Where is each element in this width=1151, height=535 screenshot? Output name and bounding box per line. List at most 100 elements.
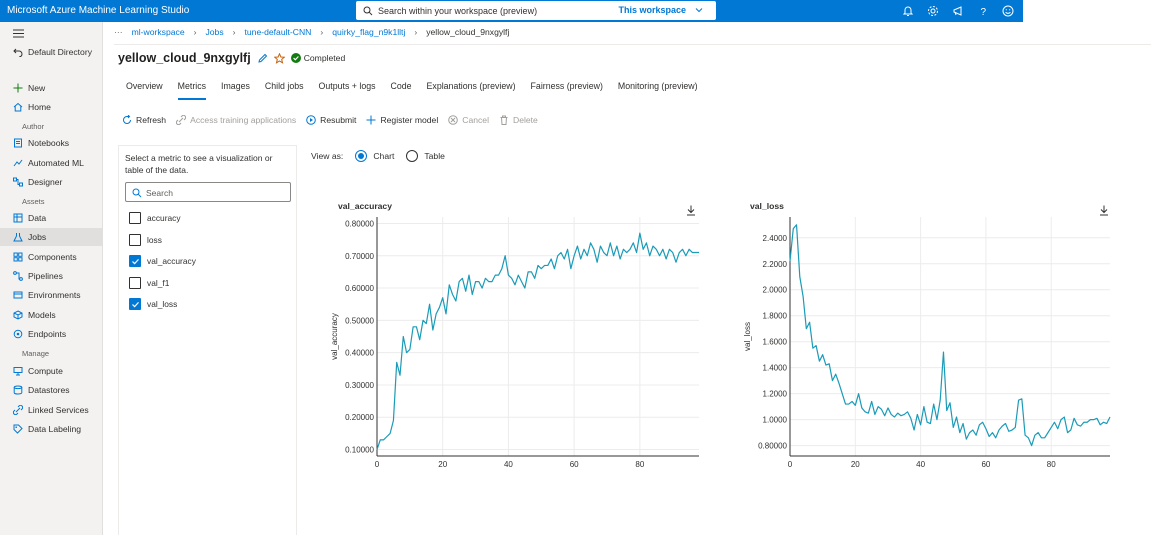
sidebar: Default Directory New Home Author Noteboo… <box>0 22 103 535</box>
metric-checkbox[interactable] <box>129 212 141 224</box>
components-icon <box>13 252 23 262</box>
refresh-label: Refresh <box>136 115 167 125</box>
resubmit-label: Resubmit <box>320 115 357 125</box>
breadcrumb-separator: › <box>414 27 418 37</box>
register-model-button[interactable]: Register model <box>366 115 438 125</box>
directory-switcher[interactable]: Default Directory <box>0 43 103 61</box>
chevron-down-icon[interactable] <box>694 5 704 15</box>
metrics-panel: Select a metric to see a visualization o… <box>118 145 297 535</box>
breadcrumb-ellipsis[interactable]: ··· <box>114 27 123 37</box>
breadcrumb-item-jobs[interactable]: Jobs <box>205 27 224 37</box>
tab-explanations-preview[interactable]: Explanations (preview) <box>426 81 516 91</box>
sidebar-item-label: Notebooks <box>28 138 70 148</box>
metric-item-loss[interactable]: loss <box>129 233 162 246</box>
sidebar-item-pipelines[interactable]: Pipelines <box>0 267 103 285</box>
chart-radio[interactable] <box>355 150 368 162</box>
metric-label: val_accuracy <box>147 256 196 267</box>
cancel-button[interactable]: Cancel <box>448 115 489 125</box>
metric-checkbox[interactable] <box>129 233 141 246</box>
sidebar-item-home[interactable]: Home <box>0 98 103 116</box>
sidebar-item-label: Pipelines <box>28 270 63 281</box>
breadcrumb-separator: › <box>232 27 236 37</box>
metric-item-accuracy[interactable]: accuracy <box>129 212 181 224</box>
y-tick-label: 0.50000 <box>345 316 374 325</box>
edit-pencil-icon[interactable] <box>257 53 268 64</box>
toolbar: Refresh Access training applications Res… <box>122 115 538 125</box>
metric-checkbox[interactable] <box>129 276 141 289</box>
view-as-label: View as: <box>311 151 344 161</box>
tab-child-jobs[interactable]: Child jobs <box>264 81 304 91</box>
star-icon[interactable] <box>273 52 285 64</box>
search-placeholder[interactable]: Search within your workspace (preview) <box>378 6 538 16</box>
y-axis-label: val_accuracy <box>330 313 339 360</box>
chart-radio-label[interactable]: Chart <box>373 151 395 161</box>
sidebar-item-models[interactable]: Models <box>0 306 103 324</box>
metric-item-val-accuracy[interactable]: val_accuracy <box>129 255 196 268</box>
tab-fairness-preview[interactable]: Fairness (preview) <box>530 81 603 91</box>
metric-label: val_loss <box>147 299 178 310</box>
notification-bell-icon[interactable] <box>900 3 916 19</box>
metric-checkbox[interactable] <box>129 298 141 311</box>
series-line <box>376 232 699 450</box>
sidebar-item-jobs[interactable]: Jobs <box>0 228 103 247</box>
search-icon <box>132 188 142 198</box>
search-scope-dropdown[interactable]: This workspace <box>618 5 686 15</box>
status-text: Completed <box>303 53 346 63</box>
data-icon <box>13 213 23 223</box>
sidebar-item-compute[interactable]: Compute <box>0 362 103 380</box>
top-bar: Microsoft Azure Machine Learning Studio … <box>0 0 1023 22</box>
help-icon[interactable]: ? <box>975 3 991 19</box>
table-radio-label[interactable]: Table <box>424 151 445 161</box>
sidebar-item-label: Components <box>28 251 77 262</box>
sidebar-item-notebooks[interactable]: Notebooks <box>0 134 103 152</box>
access-training-apps-button[interactable]: Access training applications <box>176 115 296 125</box>
sidebar-item-new[interactable]: New <box>0 79 103 97</box>
hamburger-menu-button[interactable] <box>0 24 103 42</box>
metric-search-input[interactable]: Search <box>125 182 291 202</box>
sidebar-item-label: Endpoints <box>28 328 67 339</box>
page-title: yellow_cloud_9nxgylfj <box>118 51 251 65</box>
y-tick-label: 1.8000 <box>763 312 788 321</box>
download-icon[interactable] <box>686 205 696 216</box>
checkmark-icon <box>131 301 139 308</box>
resubmit-button[interactable]: Resubmit <box>306 115 356 125</box>
sidebar-item-label: Jobs <box>28 232 47 243</box>
breadcrumb-item-experiment[interactable]: tune-default-CNN <box>244 27 312 37</box>
tab-overview[interactable]: Overview <box>126 81 163 91</box>
sidebar-item-endpoints[interactable]: Endpoints <box>0 325 103 343</box>
metric-checkbox[interactable] <box>129 255 141 268</box>
sidebar-item-datastores[interactable]: Datastores <box>0 381 103 399</box>
pipelines-icon <box>13 270 23 281</box>
sidebar-item-data-labeling[interactable]: Data Labeling <box>0 420 103 438</box>
tab-bar: Overview Metrics Images Child jobs Outputs +… <box>126 81 713 100</box>
check-circle-icon <box>290 53 301 63</box>
sidebar-item-environments[interactable]: Environments <box>0 286 103 304</box>
metric-item-val-loss[interactable]: val_loss <box>129 298 178 311</box>
smiley-icon[interactable] <box>1000 3 1016 19</box>
sidebar-item-components[interactable]: Components <box>0 248 103 266</box>
metric-item-val-f1[interactable]: val_f1 <box>129 276 169 289</box>
breadcrumb-item-parent-job[interactable]: quirky_flag_n9k1lltj <box>332 27 406 37</box>
sidebar-item-data[interactable]: Data <box>0 209 103 227</box>
workspace-search[interactable]: Search within your workspace (preview) T… <box>356 1 716 20</box>
sidebar-item-designer[interactable]: Designer <box>0 173 103 191</box>
breadcrumb-item-workspace[interactable]: ml-workspace <box>131 27 185 37</box>
app-title[interactable]: Microsoft Azure Machine Learning Studio <box>7 5 190 16</box>
refresh-button[interactable]: Refresh <box>122 115 166 125</box>
sidebar-item-label: Automated ML <box>28 157 84 168</box>
sidebar-item-linked-services[interactable]: Linked Services <box>0 401 103 419</box>
download-icon[interactable] <box>1099 205 1109 216</box>
table-radio[interactable] <box>406 150 419 162</box>
tab-outputs-logs[interactable]: Outputs + logs <box>318 81 376 91</box>
y-tick-label: 1.0000 <box>763 416 788 425</box>
breadcrumb-item-current: yellow_cloud_9nxgylfj <box>426 27 510 37</box>
gear-icon[interactable] <box>925 3 941 19</box>
tab-code[interactable]: Code <box>390 81 412 91</box>
tab-monitoring-preview[interactable]: Monitoring (preview) <box>617 81 698 91</box>
register-model-label: Register model <box>380 115 439 125</box>
feedback-icon[interactable] <box>950 3 966 19</box>
tab-metrics[interactable]: Metrics <box>177 81 207 100</box>
tab-images[interactable]: Images <box>221 81 250 91</box>
delete-button[interactable]: Delete <box>499 115 538 125</box>
sidebar-item-automated-ml[interactable]: Automated ML <box>0 154 103 172</box>
